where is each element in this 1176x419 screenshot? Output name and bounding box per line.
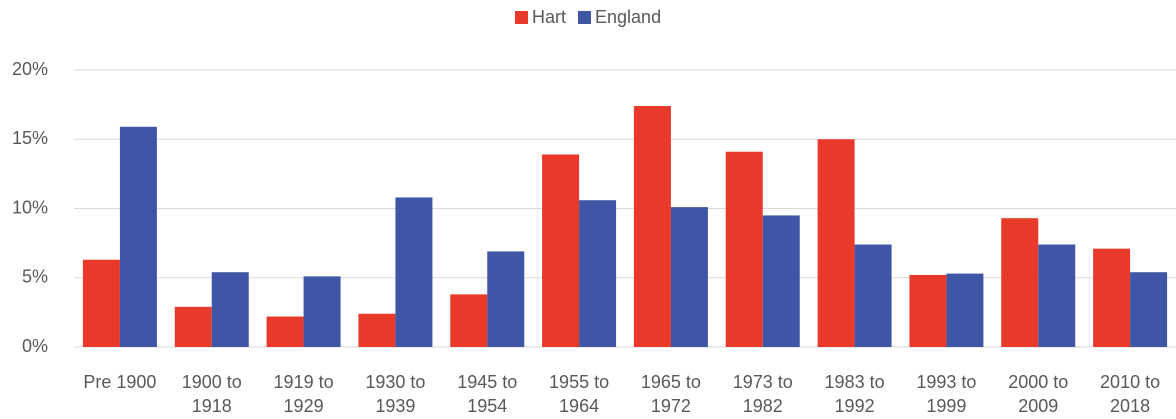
bar xyxy=(211,272,249,347)
x-tick-label: 1983 to 1992 xyxy=(824,372,885,416)
bar xyxy=(174,306,212,347)
y-tick-label: 15% xyxy=(12,128,48,148)
x-tick-label: 1930 to 1939 xyxy=(365,372,426,416)
bar xyxy=(358,313,396,347)
legend-label: England xyxy=(595,7,661,27)
bar xyxy=(119,126,157,347)
bar xyxy=(395,197,433,347)
bar xyxy=(817,139,855,347)
y-tick-label: 5% xyxy=(22,267,48,287)
bar xyxy=(762,215,800,347)
bar xyxy=(82,259,120,347)
x-tick-label: 1945 to 1954 xyxy=(457,372,518,416)
x-tick-label: 1965 to 1972 xyxy=(640,372,701,416)
bar xyxy=(633,106,671,347)
bar xyxy=(303,276,341,347)
bar xyxy=(909,274,947,347)
bar xyxy=(1093,248,1131,347)
bar xyxy=(854,244,892,347)
bar xyxy=(542,154,580,347)
x-tick-label: 1919 to 1929 xyxy=(273,372,334,416)
bar xyxy=(1130,272,1168,347)
x-tick-label: 1900 to 1918 xyxy=(181,372,242,416)
bar xyxy=(946,273,984,347)
y-tick-label: 0% xyxy=(22,336,48,356)
bar xyxy=(725,151,763,347)
legend-swatch xyxy=(515,11,528,24)
y-tick-label: 20% xyxy=(12,59,48,79)
x-tick-label: Pre 1900 xyxy=(83,372,157,392)
x-tick-label: 2010 to 2018 xyxy=(1100,372,1161,416)
bar xyxy=(450,294,488,347)
x-tick-label: 1993 to 1999 xyxy=(916,372,977,416)
x-tick-label: 2000 to 2009 xyxy=(1008,372,1069,416)
bar xyxy=(670,207,708,347)
x-tick-label: 1973 to 1982 xyxy=(732,372,793,416)
x-tick-label: 1955 to 1964 xyxy=(549,372,610,416)
bar xyxy=(1001,218,1039,347)
legend-swatch xyxy=(578,11,592,24)
legend-label: Hart xyxy=(532,7,566,27)
bar xyxy=(266,316,304,347)
bar xyxy=(1038,244,1076,347)
bar xyxy=(579,200,617,347)
bar xyxy=(487,251,525,347)
y-tick-label: 10% xyxy=(12,197,48,217)
